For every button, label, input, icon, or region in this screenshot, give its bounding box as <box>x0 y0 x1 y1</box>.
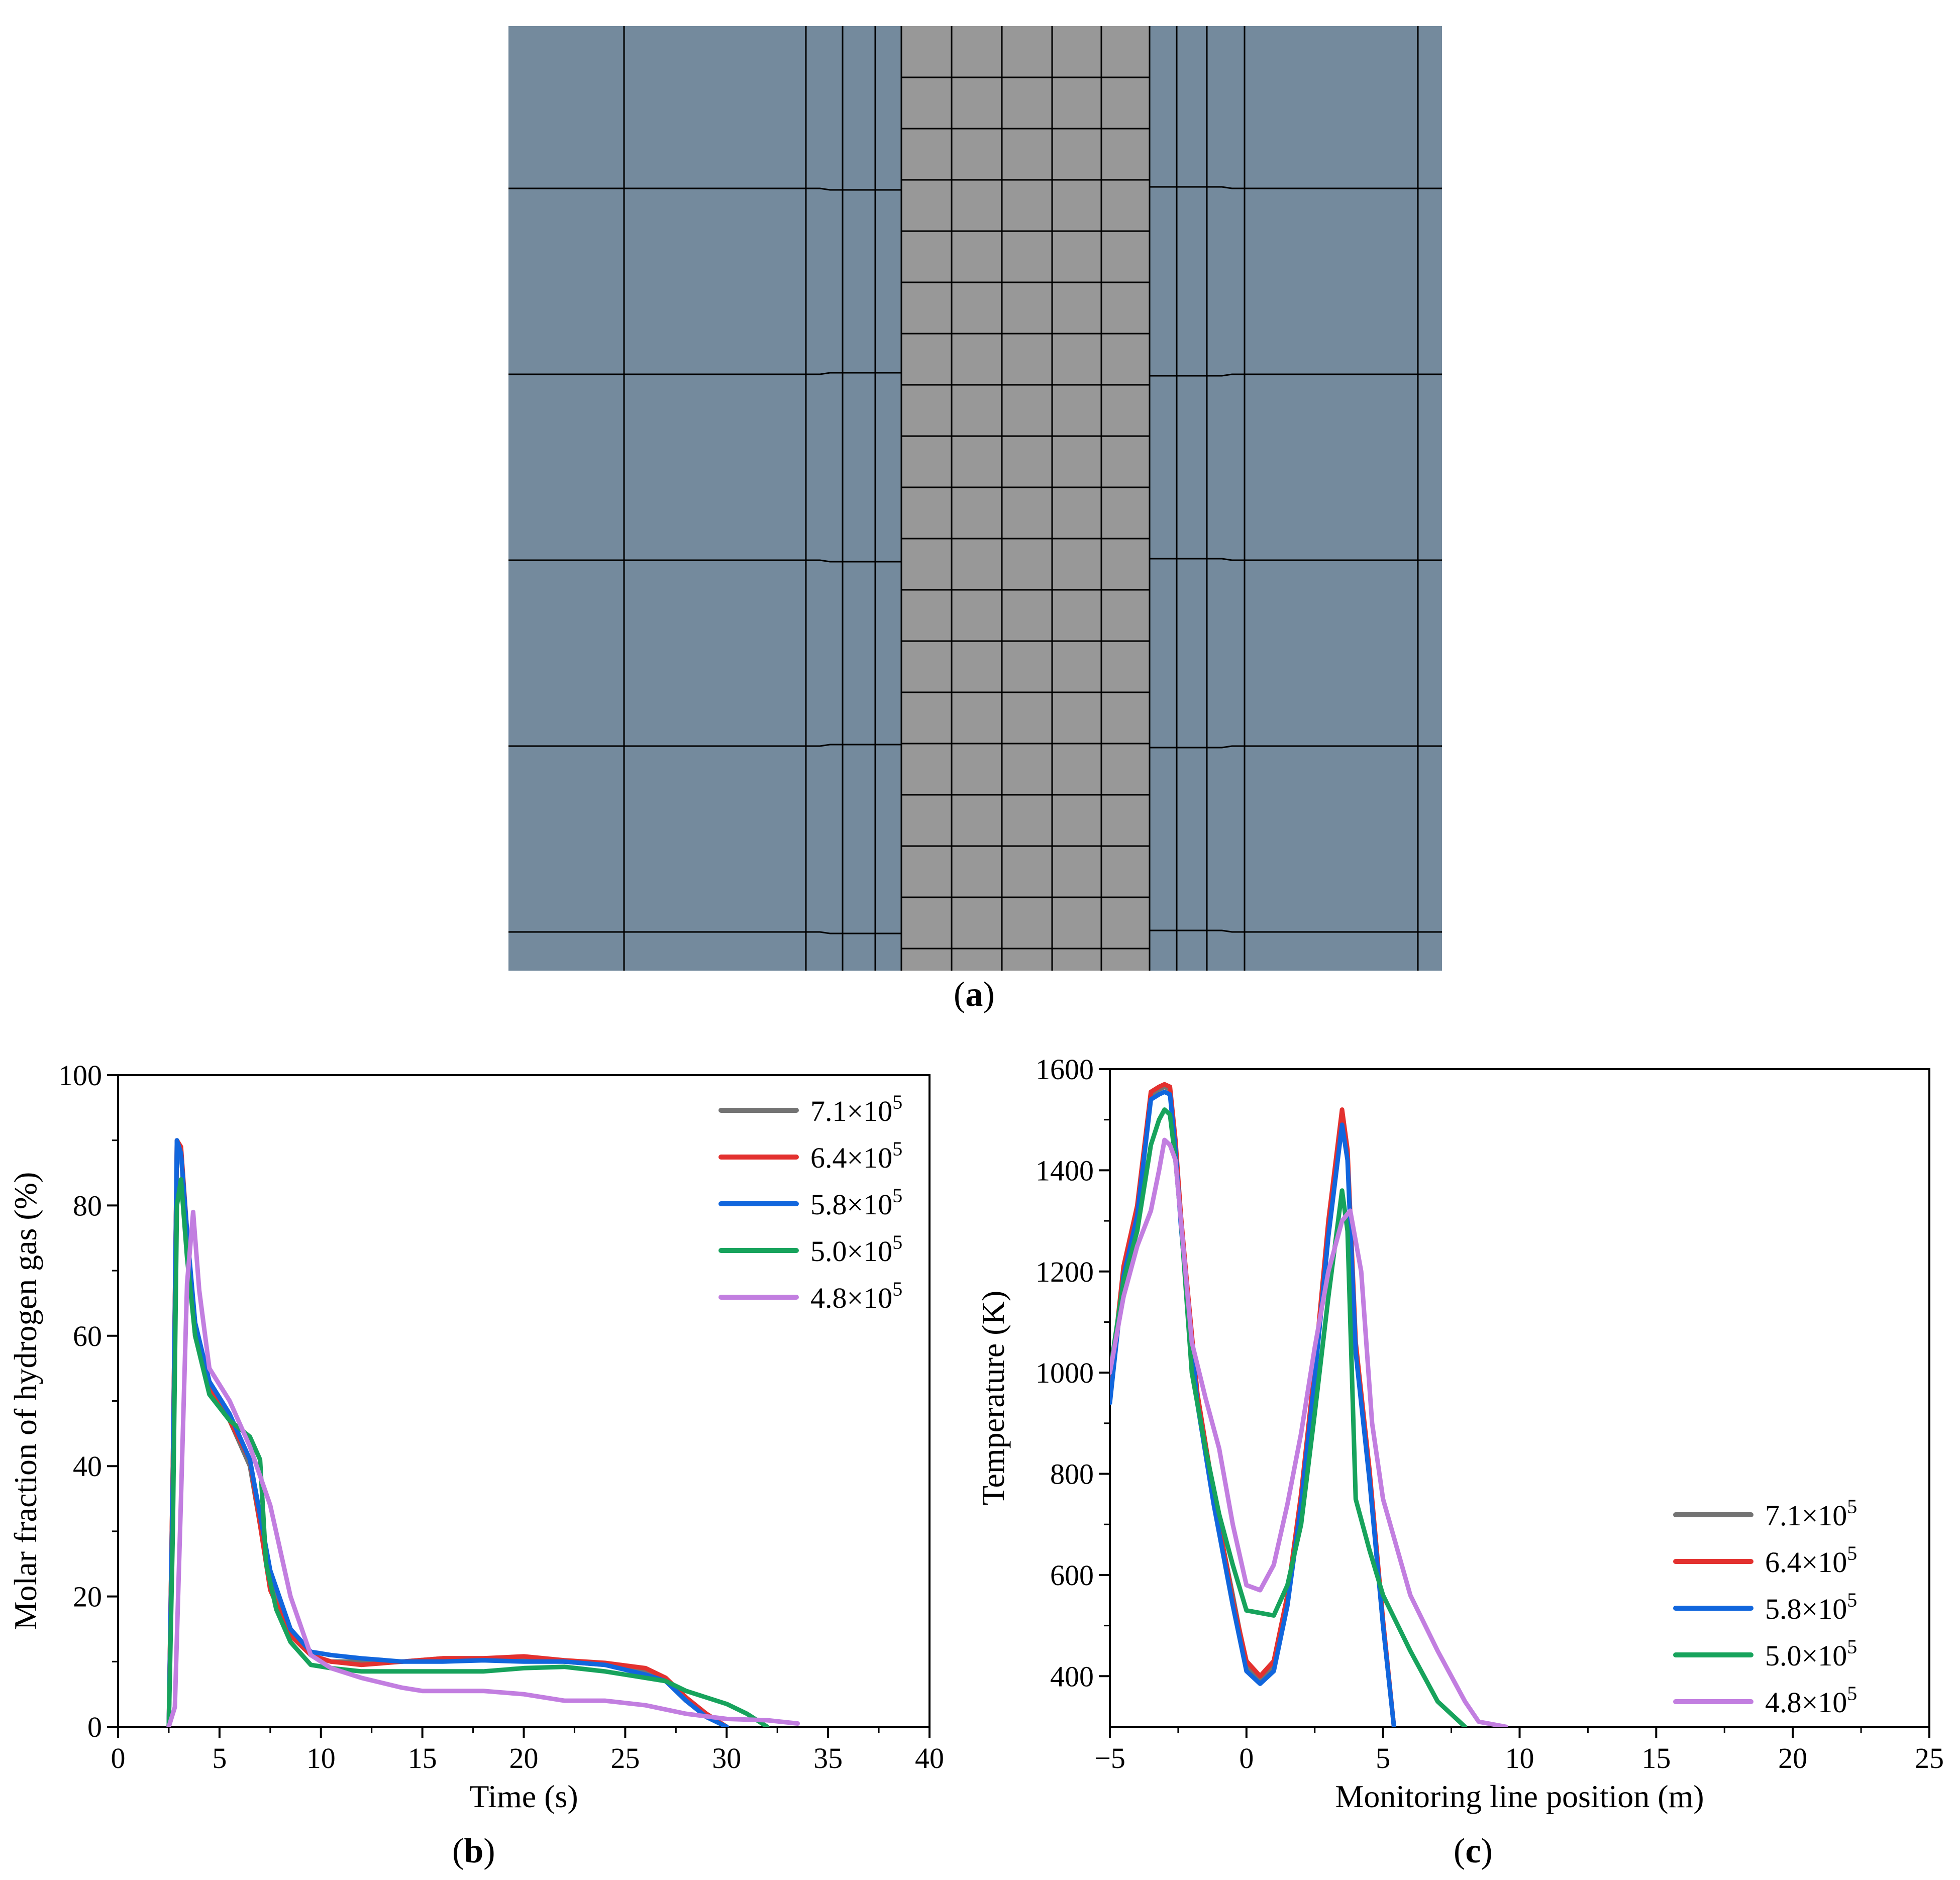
chart-c-series-line <box>1110 1137 1508 1727</box>
chart-b-legend-label: 6.4×105 <box>810 1137 902 1174</box>
chart-c-legend-label: 7.1×105 <box>1765 1495 1857 1532</box>
chart-b-x-tick-label: 30 <box>712 1742 741 1774</box>
chart-b: 0 5 10 15 20 25 30 35 40 0 20 40 60 80 100 Time (s) Mola… <box>8 1059 944 1814</box>
chart-b-y-tick-label: 40 <box>73 1450 102 1483</box>
chart-c-x-tick-label: 10 <box>1505 1742 1534 1774</box>
chart-c-y-tick-label: 400 <box>1050 1660 1094 1693</box>
mesh-outer-hline-right <box>1150 745 1442 749</box>
chart-c-x-tick-label: 25 <box>1915 1742 1944 1774</box>
panel-label-b: (b) <box>452 1832 495 1870</box>
chart-b-legend: 7.1×105 6.4×105 5.8×105 5.0×105 4.8×105 <box>718 1091 902 1314</box>
chart-b-y-tick-label: 20 <box>73 1581 102 1613</box>
chart-b-legend-label: 7.1×105 <box>810 1091 902 1127</box>
mesh-outer-hline-right <box>1150 373 1442 377</box>
chart-c-x-tick-label: 0 <box>1239 1742 1254 1774</box>
chart-c-y-tick-label: 800 <box>1050 1458 1094 1491</box>
chart-c-y-tick-label: 1000 <box>1036 1356 1094 1389</box>
chart-c-y-tick-label: 1400 <box>1036 1154 1094 1187</box>
chart-b-y-tick-label: 100 <box>58 1059 102 1092</box>
mesh-outer-hline-left <box>508 372 901 375</box>
chart-c-plot-frame <box>1109 1068 1930 1728</box>
chart-b-y-tick-label: 0 <box>87 1711 102 1743</box>
chart-b-series-line <box>166 1138 729 1727</box>
mesh-outer-hline-left <box>508 187 901 191</box>
chart-b-x-tick-label: 40 <box>915 1742 944 1774</box>
chart-c-y-axis-label: Temperature (K) <box>975 1291 1011 1505</box>
mesh-outer-hline-left <box>508 931 901 934</box>
chart-b-x-tick-label: 20 <box>509 1742 539 1774</box>
chart-b-y-axis-label: Molar fraction of hydrogen gas (%) <box>8 1172 43 1630</box>
chart-b-plot-frame <box>117 1074 931 1728</box>
chart-b-series-line <box>166 1138 729 1727</box>
chart-c-series-group <box>1110 1082 1508 1727</box>
chart-c-legend-label: 6.4×105 <box>1765 1542 1857 1579</box>
chart-b-y-tick-label: 80 <box>73 1189 102 1222</box>
mesh-outer-hline-left <box>508 744 901 747</box>
chart-b-legend-label: 5.8×105 <box>810 1184 902 1221</box>
chart-c: −5 0 5 10 15 20 25 400 600 800 1000 1200 1400 1600 Mon… <box>975 1053 1944 1814</box>
chart-b-x-tick-label: 35 <box>813 1742 843 1774</box>
chart-b-x-tick-label: 0 <box>111 1742 126 1774</box>
chart-b-series-line <box>166 1144 729 1727</box>
chart-c-y-tick-label: 600 <box>1050 1559 1094 1592</box>
chart-c-legend-label: 5.0×105 <box>1765 1635 1857 1672</box>
mesh-outer-hline-right <box>1150 558 1442 561</box>
chart-c-legend: 7.1×105 6.4×105 5.8×105 5.0×105 4.8×105 <box>1673 1495 1857 1719</box>
chart-b-x-axis-label: Time (s) <box>469 1779 578 1814</box>
chart-b-x-tick-label: 25 <box>610 1742 640 1774</box>
chart-b-legend-label: 5.0×105 <box>810 1231 902 1268</box>
mesh-outer-hline-right <box>1150 929 1442 933</box>
chart-b-series-line <box>166 1177 770 1727</box>
chart-c-x-axis-label: Monitoring line position (m) <box>1335 1779 1704 1814</box>
mesh-panel <box>508 26 1442 971</box>
chart-b-x-tick-label: 5 <box>212 1742 227 1774</box>
chart-b-x-tick-label: 15 <box>408 1742 437 1774</box>
chart-b-legend-label: 4.8×105 <box>810 1278 902 1314</box>
chart-c-x-tick-label: 15 <box>1641 1742 1671 1774</box>
chart-b-x-tick-label: 10 <box>306 1742 336 1774</box>
chart-c-y-tick-label: 1200 <box>1036 1256 1094 1288</box>
chart-c-y-tick-label: 1600 <box>1036 1053 1094 1086</box>
chart-b-y-tick-label: 60 <box>73 1320 102 1352</box>
chart-c-legend-label: 4.8×105 <box>1765 1682 1857 1719</box>
chart-c-x-tick-label: −5 <box>1094 1742 1125 1774</box>
panel-label-c: (c) <box>1454 1832 1493 1870</box>
mesh-inner-region <box>901 26 1150 971</box>
chart-c-series-line <box>1110 1107 1468 1727</box>
chart-b-series-line <box>166 1209 800 1727</box>
chart-c-x-tick-label: 5 <box>1376 1742 1390 1774</box>
chart-c-legend-label: 5.8×105 <box>1765 1589 1857 1625</box>
chart-c-x-tick-label: 20 <box>1778 1742 1807 1774</box>
mesh-outer-hline-left <box>508 559 901 563</box>
mesh-outer-hline-right <box>1150 186 1442 189</box>
chart-b-series-group <box>166 1138 800 1727</box>
panel-label-a: (a) <box>954 975 995 1014</box>
chart-c-series-line <box>1110 1089 1396 1727</box>
